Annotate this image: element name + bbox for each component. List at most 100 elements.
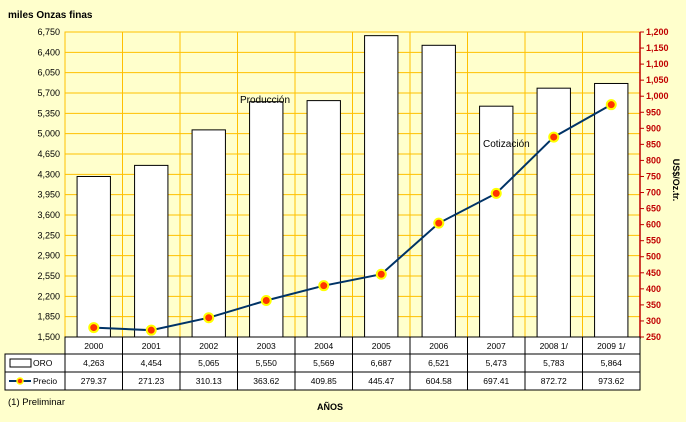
y-tick-right: 300 — [646, 316, 661, 326]
bar — [364, 35, 399, 338]
y-tick-right: 1,100 — [646, 59, 669, 69]
line-point — [605, 99, 617, 111]
x-axis-label: AÑOS — [317, 402, 343, 412]
legend-key-precio-marker — [16, 377, 24, 385]
bar — [479, 105, 514, 338]
x-tick-label: 2009 1/ — [597, 341, 626, 351]
bar — [536, 87, 571, 338]
bar — [306, 100, 341, 338]
table-cell-oro: 5,473 — [486, 358, 508, 368]
table-cell-precio: 363.62 — [253, 376, 279, 386]
line-point — [145, 324, 157, 336]
annotation-cotizacion: Cotización — [483, 139, 530, 150]
y-tick-right: 900 — [646, 123, 661, 133]
y-tick-left: 3,250 — [37, 230, 60, 240]
table-cell-oro: 5,550 — [256, 358, 278, 368]
table-cell-precio: 604.58 — [426, 376, 452, 386]
y-tick-left: 2,550 — [37, 271, 60, 281]
y-tick-right: 400 — [646, 284, 661, 294]
y-tick-right: 950 — [646, 107, 661, 117]
y-tick-right: 1,050 — [646, 75, 669, 85]
table-cell-oro: 5,065 — [198, 358, 220, 368]
table-cell-precio: 872.72 — [541, 376, 567, 386]
line-point — [318, 280, 330, 292]
x-tick-label: 2005 — [372, 341, 391, 351]
table-cell-oro: 5,783 — [543, 358, 565, 368]
table-cell-precio: 445.47 — [368, 376, 394, 386]
y-axis-label-right: US$/Oz.tr. — [671, 159, 681, 202]
axes: 1,500 1,850 2,200 2,550 2,900 3,250 3,600 3,950… — [37, 27, 668, 342]
table-cell-oro: 6,521 — [428, 358, 450, 368]
table-cell-oro: 4,454 — [141, 358, 163, 368]
x-tick-label: 2003 — [257, 341, 276, 351]
bar-series — [76, 35, 629, 338]
y-tick-right: 850 — [646, 139, 661, 149]
y-tick-left: 3,950 — [37, 190, 60, 200]
y-tick-left: 6,750 — [37, 27, 60, 37]
y-tick-left: 5,350 — [37, 108, 60, 118]
y-tick-right: 700 — [646, 188, 661, 198]
x-tick-label: 2004 — [314, 341, 333, 351]
legend-key-oro — [9, 358, 32, 368]
legend-label-oro: ORO — [33, 358, 53, 368]
line-point — [203, 312, 215, 324]
data-table: 2000 2001 2002 2003 2004 2005 2006 2007 2008 1/2… — [4, 336, 641, 391]
table-cell-oro: 4,263 — [83, 358, 105, 368]
line-point — [375, 268, 387, 280]
table-cell-oro: 5,864 — [601, 358, 623, 368]
y-tick-right: 350 — [646, 300, 661, 310]
bar — [76, 175, 111, 338]
price-line — [93, 103, 612, 332]
y-tick-left: 1,850 — [37, 312, 60, 322]
y-tick-left: 6,050 — [37, 68, 60, 78]
table-cell-precio: 271.23 — [138, 376, 164, 386]
y-tick-right: 1,200 — [646, 27, 669, 37]
x-tick-label: 2000 — [84, 341, 103, 351]
y-tick-left: 3,600 — [37, 210, 60, 220]
line-series — [88, 99, 617, 336]
y-tick-right: 800 — [646, 155, 661, 165]
bar — [421, 44, 456, 338]
legend-label-precio: Precio — [33, 376, 57, 386]
bar — [134, 164, 169, 338]
y-tick-left: 5,000 — [37, 129, 60, 139]
y-tick-right: 750 — [646, 171, 661, 181]
y-tick-right: 500 — [646, 252, 661, 262]
table-cell-oro: 5,569 — [313, 358, 335, 368]
x-tick-label: 2008 1/ — [540, 341, 569, 351]
y-tick-left: 2,200 — [37, 291, 60, 301]
table-cell-precio: 279.37 — [81, 376, 107, 386]
x-tick-label: 2006 — [429, 341, 448, 351]
y-tick-right: 250 — [646, 332, 661, 342]
line-point — [260, 295, 272, 307]
line-point — [548, 131, 560, 143]
y-tick-left: 2,900 — [37, 251, 60, 261]
x-tick-label: 2007 — [487, 341, 506, 351]
y-axis-label-left: miles Onzas finas — [8, 10, 93, 21]
y-tick-right: 450 — [646, 268, 661, 278]
y-tick-right: 1,150 — [646, 43, 669, 53]
x-tick-label: 2002 — [199, 341, 218, 351]
bar — [594, 82, 629, 338]
y-tick-right: 550 — [646, 236, 661, 246]
line-point — [88, 322, 100, 334]
y-tick-left: 1,500 — [37, 332, 60, 342]
y-tick-right: 600 — [646, 220, 661, 230]
line-point — [490, 187, 502, 199]
table-cell-precio: 973.62 — [598, 376, 624, 386]
y-tick-right: 1,000 — [646, 91, 669, 101]
table-cell-oro: 6,687 — [371, 358, 393, 368]
table-cell-precio: 310.13 — [196, 376, 222, 386]
table-cell-precio: 409.85 — [311, 376, 337, 386]
table-cell-precio: 697.41 — [483, 376, 509, 386]
y-tick-left: 6,400 — [37, 47, 60, 57]
y-tick-left: 5,700 — [37, 88, 60, 98]
y-tick-left: 4,650 — [37, 149, 60, 159]
footnote: (1) Preliminar — [8, 397, 66, 408]
y-tick-left: 4,300 — [37, 169, 60, 179]
bar — [191, 129, 226, 338]
annotation-produccion: Producción — [240, 95, 290, 106]
y-tick-right: 650 — [646, 204, 661, 214]
line-point — [433, 217, 445, 229]
